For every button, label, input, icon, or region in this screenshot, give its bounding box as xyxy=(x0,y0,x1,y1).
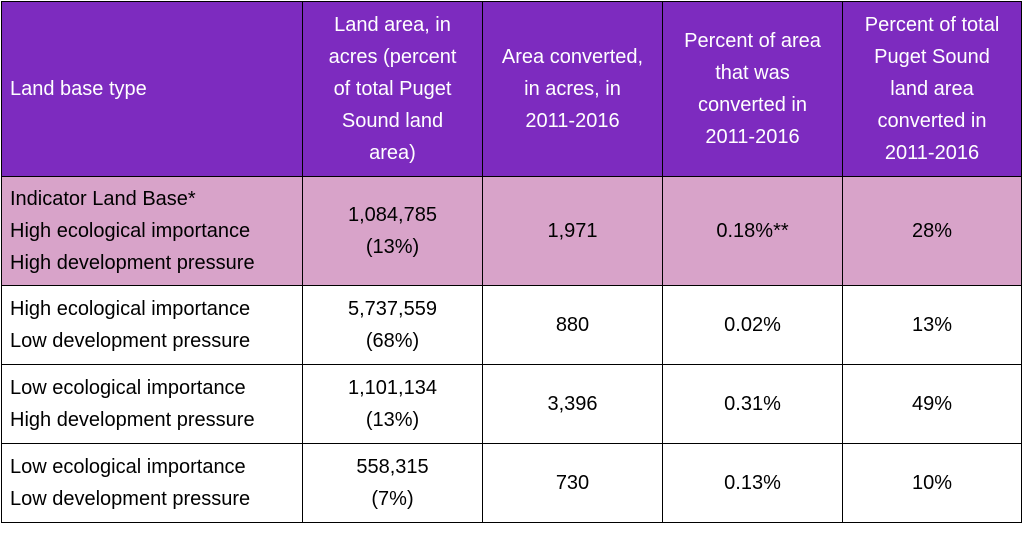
table-row: Low ecological importance Low developmen… xyxy=(1,443,1022,523)
area-converted-cell: 1,971 xyxy=(482,176,663,286)
percent-converted-cell: 0.02% xyxy=(662,285,843,365)
header-land-area: Land area, in acres (percent of total Pu… xyxy=(302,1,483,177)
land-area-cell: 558,315 (7%) xyxy=(302,443,483,523)
header-line: that was xyxy=(715,62,790,84)
land-area-value: 1,101,134 xyxy=(348,377,437,399)
header-line: acres (percent xyxy=(328,46,457,68)
land-base-type-cell: Low ecological importance High developme… xyxy=(1,364,303,444)
header-line: Percent of area xyxy=(684,30,821,52)
land-conversion-table: Land base type Land area, in acres (perc… xyxy=(1,1,1022,523)
header-line: in acres, in xyxy=(524,78,621,100)
land-base-line: Low development pressure xyxy=(10,330,251,352)
header-land-base-type: Land base type xyxy=(1,1,303,177)
land-base-line: Low ecological importance xyxy=(10,377,246,399)
header-percent-total-converted: Percent of total Puget Sound land area c… xyxy=(842,1,1022,177)
header-line: 2011-2016 xyxy=(525,110,620,132)
land-base-line: High ecological importance xyxy=(10,220,251,242)
land-area-percent: (68%) xyxy=(365,330,420,352)
percent-of-total-cell: 49% xyxy=(842,364,1022,444)
header-line: 2011-2016 xyxy=(705,126,800,148)
header-line: converted in xyxy=(698,94,807,116)
header-line: Puget Sound xyxy=(874,46,990,68)
header-area-converted: Area converted, in acres, in 2011-2016 xyxy=(482,1,663,177)
land-base-type-cell: High ecological importance Low developme… xyxy=(1,285,303,365)
area-converted-cell: 880 xyxy=(482,285,663,365)
header-line: Land area, in xyxy=(334,14,451,36)
area-converted-cell: 3,396 xyxy=(482,364,663,444)
header-line: of total Puget xyxy=(333,78,452,100)
land-area-percent: (13%) xyxy=(365,409,420,431)
header-percent-area-converted: Percent of area that was converted in 20… xyxy=(662,1,843,177)
header-line: Area converted, xyxy=(501,46,644,68)
land-base-line: High development pressure xyxy=(10,252,255,274)
land-base-type-cell: Low ecological importance Low developmen… xyxy=(1,443,303,523)
area-converted-cell: 730 xyxy=(482,443,663,523)
percent-of-total-cell: 13% xyxy=(842,285,1022,365)
land-base-type-cell: Indicator Land Base* High ecological imp… xyxy=(1,176,303,286)
percent-converted-cell: 0.18%** xyxy=(662,176,843,286)
header-line: Land base type xyxy=(10,78,147,100)
land-area-percent: (13%) xyxy=(365,236,420,258)
land-area-cell: 5,737,559 (68%) xyxy=(302,285,483,365)
header-line: 2011-2016 xyxy=(884,142,980,164)
table-row: Low ecological importance High developme… xyxy=(1,364,1022,444)
header-line: Percent of total xyxy=(864,14,1000,36)
land-area-cell: 1,084,785 (13%) xyxy=(302,176,483,286)
table-row-indicator-land-base: Indicator Land Base* High ecological imp… xyxy=(1,176,1022,286)
land-area-value: 5,737,559 xyxy=(348,298,437,320)
land-base-line: Indicator Land Base* xyxy=(10,188,196,210)
land-area-percent: (7%) xyxy=(371,488,414,510)
header-line: land area xyxy=(890,78,974,100)
land-area-cell: 1,101,134 (13%) xyxy=(302,364,483,444)
table-row: High ecological importance Low developme… xyxy=(1,285,1022,365)
land-base-line: High development pressure xyxy=(10,409,255,431)
percent-converted-cell: 0.13% xyxy=(662,443,843,523)
percent-of-total-cell: 10% xyxy=(842,443,1022,523)
land-area-value: 558,315 xyxy=(356,456,429,478)
header-line: converted in xyxy=(877,110,987,132)
percent-converted-cell: 0.31% xyxy=(662,364,843,444)
land-area-value: 1,084,785 xyxy=(348,204,437,226)
land-base-line: Low ecological importance xyxy=(10,456,246,478)
land-base-line: High ecological importance xyxy=(10,298,251,320)
header-row: Land base type Land area, in acres (perc… xyxy=(1,1,1022,177)
header-line: Sound land xyxy=(341,110,444,132)
percent-of-total-cell: 28% xyxy=(842,176,1022,286)
land-base-line: Low development pressure xyxy=(10,488,251,510)
header-line: area) xyxy=(369,142,416,164)
